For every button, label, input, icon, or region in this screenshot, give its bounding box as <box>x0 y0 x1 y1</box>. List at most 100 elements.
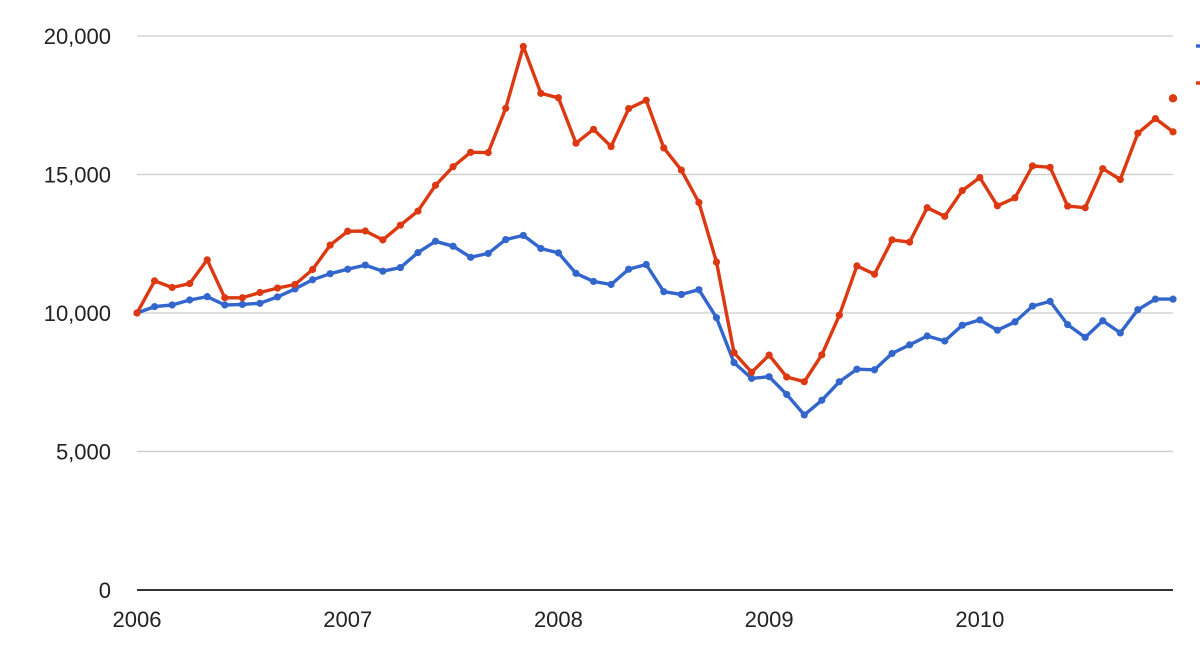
series-0-point <box>308 276 317 284</box>
series-end-point <box>1168 94 1178 103</box>
series-1-point <box>800 378 808 386</box>
series-1-point <box>906 238 914 246</box>
series-0-point <box>1046 297 1054 305</box>
series-lines <box>133 42 1178 419</box>
series-0-point <box>660 288 668 296</box>
y-tick-label: 20,000 <box>44 24 111 49</box>
series-1-point <box>344 227 352 235</box>
series-0-point <box>747 374 756 382</box>
series-1-point <box>1169 128 1177 136</box>
series-1-point <box>502 104 510 112</box>
gridlines <box>137 35 1173 591</box>
series-0-point <box>150 303 159 311</box>
series-1-point <box>888 236 896 244</box>
series-0-point <box>256 299 264 307</box>
series-1-point <box>853 262 861 270</box>
series-1-point <box>747 368 756 376</box>
series-1-point <box>1064 202 1072 210</box>
series-0-point <box>537 244 545 253</box>
series-0-point <box>326 270 334 278</box>
series-0-point <box>730 358 738 367</box>
series-1-point <box>414 207 422 215</box>
series-0-point <box>1169 295 1177 303</box>
series-1-point <box>941 212 949 220</box>
series-1-point <box>730 349 738 357</box>
series-0-point <box>818 396 826 404</box>
y-tick-label: 0 <box>99 578 111 603</box>
series-1-point <box>1099 165 1107 173</box>
series-1-point <box>589 125 598 133</box>
series-1-point <box>607 142 615 151</box>
series-0-point <box>941 337 949 345</box>
x-tick-label: 2008 <box>534 607 583 632</box>
series-1-point <box>870 270 879 278</box>
series-1-point <box>976 173 984 182</box>
series-0-point <box>431 237 440 245</box>
series-1-point <box>554 94 563 102</box>
series-0-point <box>554 249 563 257</box>
series-1-point <box>660 144 668 152</box>
x-tick-label: 2006 <box>113 607 162 632</box>
series-1-point <box>449 163 457 171</box>
series-0-point <box>519 231 527 240</box>
series-1-point <box>1116 175 1124 184</box>
series-0-point <box>344 265 352 273</box>
series-0-point <box>1064 321 1072 329</box>
series-0-point <box>712 314 721 322</box>
series-1-point <box>1028 162 1037 170</box>
series-0-point <box>923 332 931 340</box>
series-0-point <box>379 267 387 275</box>
series-0-point <box>993 326 1002 334</box>
series-0-line <box>135 233 1175 417</box>
series-0-point <box>1099 317 1107 325</box>
y-tick-label: 5,000 <box>56 440 111 465</box>
series-0-point <box>1081 333 1089 341</box>
series-0-point <box>1151 295 1160 303</box>
series-1-point <box>993 202 1002 210</box>
series-1-point <box>625 104 633 113</box>
series-1-point <box>1134 129 1142 137</box>
series-1-point <box>765 351 773 359</box>
series-1-point <box>835 311 843 319</box>
series-0-point <box>642 260 650 269</box>
series-0-point <box>361 261 369 269</box>
series-1-point <box>958 186 966 195</box>
series-1-point <box>150 277 159 285</box>
series-0-point <box>186 296 194 304</box>
series-0-point <box>783 390 791 399</box>
series-0-point <box>589 277 598 286</box>
series-1-point <box>1151 114 1160 123</box>
series-1-point <box>818 351 826 359</box>
y-tick-label: 15,000 <box>44 163 111 188</box>
series-1-point <box>642 96 650 104</box>
series-0-point <box>203 293 211 301</box>
series-0-point <box>765 373 773 381</box>
series-1-point <box>695 198 703 207</box>
series-0-point <box>976 316 984 324</box>
series-1-point <box>537 89 545 97</box>
series-0 <box>133 231 1177 419</box>
series-1-point <box>396 221 404 229</box>
series-1-point <box>238 294 246 302</box>
series-1-point <box>467 148 475 156</box>
series-0-point <box>870 366 879 374</box>
series-1-point <box>361 227 369 235</box>
series-0-point <box>625 265 633 273</box>
series-1-point <box>677 166 685 174</box>
series-0-point <box>484 249 492 258</box>
series-1 <box>133 42 1177 386</box>
series-1-point <box>186 280 194 288</box>
series-1-point <box>484 149 492 157</box>
series-1-point <box>326 241 334 249</box>
series-1-point <box>291 280 299 289</box>
series-0-point <box>1011 318 1019 326</box>
legend <box>1196 44 1200 85</box>
series-0-point <box>467 253 475 261</box>
series-1-point <box>519 42 527 51</box>
series-1-point <box>431 181 440 189</box>
series-0-point <box>1028 302 1037 310</box>
series-1-point <box>923 204 931 212</box>
series-0-point <box>607 280 615 289</box>
x-tick-label: 2007 <box>323 607 372 632</box>
series-1-point <box>1081 204 1089 212</box>
